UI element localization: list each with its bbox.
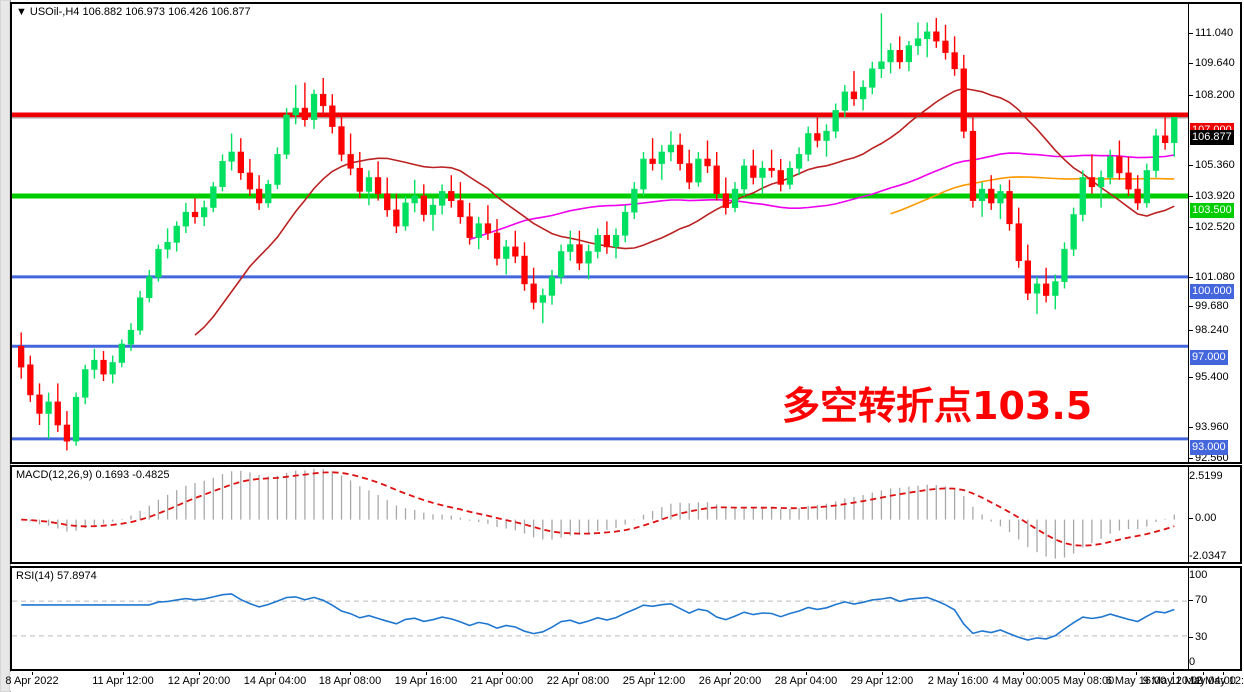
price-axis[interactable]: 111.040 109.640 108.200 105.360 103.920 102.5… <box>1188 4 1240 464</box>
macd-tick: 2.5199 <box>1189 470 1223 482</box>
chart-annotation: 多空转折点103.5 <box>782 384 1093 428</box>
time-tick <box>1173 672 1174 675</box>
price-label-support-93[interactable]: 93.000 <box>1190 440 1228 455</box>
macd-header: MACD(12,26,9) 0.1693 -0.4825 <box>16 469 170 481</box>
price-tick: 111.040 <box>1189 28 1233 39</box>
time-label: 14 Apr 04:00 <box>243 675 307 687</box>
price-tick: 92.560 <box>1189 453 1229 464</box>
macd-axis: 2.5199 0.00 -2.0347 <box>1188 467 1240 562</box>
time-tick <box>654 672 655 675</box>
time-tick <box>123 672 124 675</box>
price-tick: 99.680 <box>1189 301 1229 312</box>
price-tick: 98.240 <box>1189 325 1229 336</box>
time-tick <box>350 672 351 675</box>
time-tick <box>882 672 883 675</box>
macd-tick: 0.00 <box>1189 513 1216 524</box>
price-tick: 109.640 <box>1189 58 1235 69</box>
time-label: 12 May 12:00 <box>1189 675 1244 687</box>
time-label: 4 May 00:00 <box>992 675 1054 687</box>
price-tick: 105.360 <box>1189 160 1235 171</box>
chevron-down-icon[interactable]: ▼ <box>16 6 27 18</box>
rsi-tick: 0 <box>1189 656 1196 668</box>
time-label: 9 May 20:00 <box>1142 675 1204 687</box>
macd-plot-area[interactable] <box>12 467 1188 562</box>
rsi-tick: 70 <box>1189 595 1207 606</box>
time-label: 2 May 16:00 <box>927 675 989 687</box>
price-tick: 93.960 <box>1189 422 1229 433</box>
time-tick <box>1223 672 1224 675</box>
rsi-tick: 100 <box>1189 569 1208 581</box>
time-tick <box>1023 672 1024 675</box>
time-tick <box>426 672 427 675</box>
time-tick <box>1203 672 1204 675</box>
time-label: 6 May 16:00 <box>1105 675 1167 687</box>
rsi-panel[interactable]: RSI(14) 57.8974 100 70 30 0 <box>10 566 1242 671</box>
price-tick: 103.920 <box>1189 191 1235 202</box>
time-label: 12 Apr 20:00 <box>167 675 231 687</box>
rsi-axis: 100 70 30 0 <box>1188 568 1240 669</box>
price-tick: 102.520 <box>1189 222 1235 233</box>
time-tick <box>958 672 959 675</box>
symbol-header: ▼ USOil-,H4 106.882 106.973 106.426 106.8… <box>16 6 251 18</box>
time-label: 5 May 08:00 <box>1053 675 1115 687</box>
time-tick <box>32 672 33 675</box>
time-label: 8 Apr 2022 <box>5 675 59 687</box>
time-label: 28 Apr 04:00 <box>774 675 838 687</box>
time-tick <box>502 672 503 675</box>
time-label: 11 Apr 12:00 <box>92 675 154 687</box>
time-label: 21 Apr 00:00 <box>470 675 534 687</box>
macd-tick: -2.0347 <box>1189 550 1227 562</box>
time-label: 26 Apr 20:00 <box>698 675 762 687</box>
time-tick <box>275 672 276 675</box>
time-label: 11 May 04:00 <box>1170 675 1236 687</box>
time-tick <box>730 672 731 675</box>
price-tick: 101.080 <box>1189 272 1235 283</box>
time-tick <box>1136 672 1137 675</box>
symbol-header-text: USOil-,H4 106.882 106.973 106.426 106.87… <box>29 6 251 18</box>
rsi-plot-area[interactable] <box>12 568 1188 669</box>
rsi-header: RSI(14) 57.8974 <box>16 570 97 582</box>
time-tick <box>578 672 579 675</box>
price-label-support-103-5[interactable]: 103.500 <box>1190 203 1234 218</box>
time-tick <box>1084 672 1085 675</box>
time-axis: 8 Apr 2022 11 Apr 12:00 12 Apr 20:00 14 Apr… <box>5 672 1244 691</box>
time-tick <box>806 672 807 675</box>
macd-panel[interactable]: MACD(12,26,9) 0.1693 -0.4825 2.5199 0.00 -… <box>10 465 1242 564</box>
time-label: 18 Apr 08:00 <box>318 675 382 687</box>
time-label: 22 Apr 08:00 <box>546 675 610 687</box>
price-chart-panel[interactable]: ▼ USOil-,H4 106.882 106.973 106.426 106.8… <box>10 2 1242 464</box>
time-label: 19 Apr 16:00 <box>394 675 458 687</box>
time-label: 29 Apr 12:00 <box>850 675 914 687</box>
time-label: 25 Apr 12:00 <box>622 675 686 687</box>
scrollbar-thumb[interactable] <box>1 1 9 691</box>
price-label-support-100[interactable]: 100.000 <box>1190 284 1234 299</box>
price-label-support-97[interactable]: 97.000 <box>1190 350 1228 365</box>
price-label-current-price[interactable]: 106.877 <box>1190 130 1234 145</box>
price-tick: 108.200 <box>1189 90 1235 101</box>
time-tick <box>199 672 200 675</box>
rsi-tick: 30 <box>1189 632 1207 643</box>
price-plot-area[interactable] <box>12 4 1188 462</box>
price-tick: 95.400 <box>1189 372 1229 383</box>
